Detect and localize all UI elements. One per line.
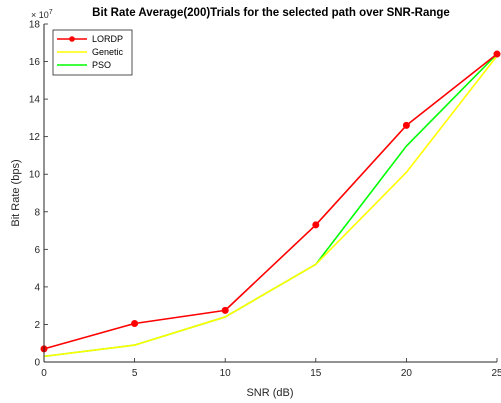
plot-area	[44, 24, 497, 362]
legend-label-genetic: Genetic	[92, 47, 124, 57]
data-point-lordp	[312, 221, 320, 229]
y-axis-label: Bit Rate (bps)	[10, 159, 22, 226]
data-point-lordp	[131, 320, 139, 328]
legend-label-lordp: LORDP	[92, 34, 123, 44]
y-tick-label: 4	[34, 282, 40, 293]
y-axis-exponent: × 107	[31, 9, 53, 20]
legend-entry-pso: PSO	[57, 60, 111, 70]
legend-entry-genetic: Genetic	[57, 47, 124, 57]
y-tick-label: 12	[29, 132, 41, 143]
y-axis-exponent-base: × 10	[31, 10, 49, 20]
data-point-lordp	[493, 50, 501, 58]
legend-entry-lordp: LORDP	[57, 34, 123, 44]
legend-marker-lordp	[69, 36, 75, 42]
y-tick-label: 8	[34, 207, 40, 218]
y-tick-label: 0	[34, 358, 40, 369]
series-line-lordp	[43, 53, 498, 350]
y-tick-label: 18	[29, 20, 41, 31]
y-tick-label: 2	[34, 320, 40, 331]
x-tick-label: 15	[310, 368, 322, 379]
y-axis-exponent-power: 7	[49, 9, 53, 16]
y-tick-label: 16	[29, 57, 41, 68]
x-tick-label: 0	[41, 368, 47, 379]
x-axis-label: SNR (dB)	[246, 387, 293, 399]
x-tick-label: 20	[401, 368, 413, 379]
x-tick-label: 25	[491, 368, 501, 379]
data-point-lordp	[402, 121, 410, 129]
chart-title: Bit Rate Average(200)Trials for the sele…	[92, 7, 450, 19]
x-tick-label: 5	[132, 368, 138, 379]
legend: LORDP Genetic PSO	[52, 29, 133, 76]
y-tick-label: 10	[29, 170, 41, 181]
y-tick-label: 14	[29, 95, 41, 106]
y-tick-label: 6	[34, 245, 40, 256]
legend-label-pso: PSO	[92, 60, 111, 70]
x-tick-label: 10	[220, 368, 232, 379]
series-line-genetic	[43, 55, 498, 358]
data-point-lordp	[221, 306, 229, 314]
